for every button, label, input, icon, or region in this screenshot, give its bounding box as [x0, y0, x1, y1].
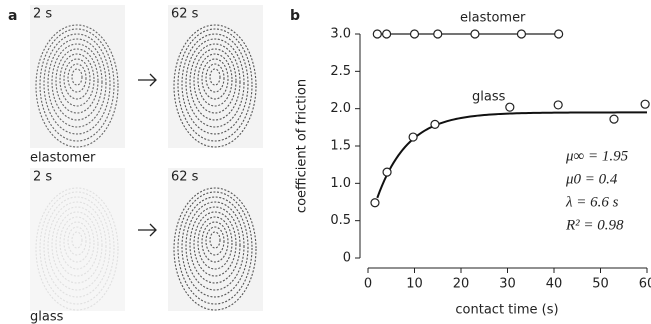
row-label: glass	[30, 310, 64, 324]
x-tick-label: 20	[453, 277, 470, 292]
data-point	[431, 120, 439, 128]
x-tick-label: 60	[639, 277, 651, 292]
fit-parameter: λ = 6.6 s	[565, 194, 619, 210]
y-tick-label: 1.5	[330, 139, 351, 154]
y-axis-label: coefficient of friction	[295, 79, 310, 213]
row-label: elastomer	[30, 151, 96, 166]
data-point	[383, 168, 391, 176]
data-point	[434, 30, 442, 38]
image-frame	[30, 5, 125, 148]
data-point	[383, 30, 391, 38]
y-tick-label: 2.5	[330, 64, 351, 79]
fit-parameter: μ0 = 0.4	[565, 171, 618, 187]
data-point	[554, 101, 562, 109]
frame-label: 2 s	[33, 7, 52, 22]
data-point	[506, 103, 514, 111]
arrows	[138, 74, 156, 236]
x-axis-label: contact time (s)	[455, 303, 558, 318]
y-tick-label: 0	[343, 251, 351, 266]
data-point	[471, 30, 479, 38]
data-point	[371, 199, 379, 207]
y-tick-label: 2.0	[330, 101, 351, 116]
y-tick-label: 1.0	[330, 176, 351, 191]
x-tick-label: 0	[364, 277, 372, 292]
page: a 2 s 62 s elastomer 2 s 62 s glass b co…	[0, 0, 651, 324]
frame-label: 2 s	[33, 170, 52, 185]
x-tick-label: 10	[406, 277, 423, 292]
data-point	[373, 30, 381, 38]
fit-parameter: μ∞ = 1.95	[565, 148, 629, 164]
data-point	[517, 30, 525, 38]
data-point	[409, 133, 417, 141]
image-frame	[168, 5, 263, 148]
panel-label: a	[8, 8, 17, 24]
panel-label: b	[290, 8, 300, 24]
image-frame	[168, 168, 263, 311]
x-tick-label: 30	[499, 277, 516, 292]
x-tick-label: 50	[592, 277, 609, 292]
data-point	[610, 115, 618, 123]
frame-label: 62 s	[171, 7, 199, 22]
y-tick-label: 0.5	[330, 213, 351, 228]
data-point	[641, 100, 649, 108]
series-label: glass	[472, 90, 506, 105]
y-tick-label: 3.0	[330, 27, 351, 42]
series-label: elastomer	[460, 11, 526, 26]
data-point	[411, 30, 419, 38]
fit-parameter: R² = 0.98	[565, 217, 624, 233]
data-point	[555, 30, 563, 38]
frame-label: 62 s	[171, 170, 199, 185]
image-frame	[30, 168, 125, 311]
x-tick-label: 40	[546, 277, 563, 292]
figure: a 2 s 62 s elastomer 2 s 62 s glass b co…	[0, 0, 651, 324]
